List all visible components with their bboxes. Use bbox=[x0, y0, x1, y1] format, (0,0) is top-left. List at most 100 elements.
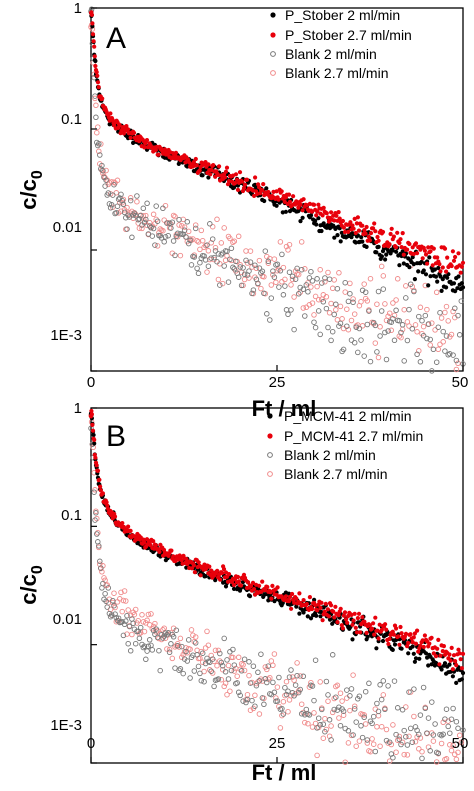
data-point bbox=[146, 219, 153, 226]
data-point bbox=[90, 24, 95, 29]
data-point bbox=[121, 588, 128, 594]
data-point bbox=[320, 618, 325, 623]
data-point bbox=[256, 678, 263, 684]
data-point bbox=[332, 235, 337, 240]
data-point bbox=[374, 700, 380, 707]
data-point bbox=[433, 759, 440, 765]
data-point bbox=[372, 748, 379, 755]
data-point bbox=[361, 712, 367, 718]
data-point bbox=[316, 216, 321, 221]
data-point bbox=[218, 240, 225, 246]
data-point bbox=[324, 211, 329, 216]
data-point bbox=[351, 706, 358, 712]
legend-marker bbox=[270, 70, 276, 76]
data-point bbox=[361, 281, 367, 287]
legend-marker bbox=[270, 32, 276, 38]
data-point bbox=[382, 301, 388, 307]
data-point bbox=[320, 213, 325, 218]
data-point bbox=[308, 284, 314, 290]
data-point bbox=[144, 138, 150, 143]
data-point bbox=[315, 308, 322, 314]
data-point bbox=[143, 216, 149, 223]
data-point bbox=[453, 254, 458, 260]
data-point bbox=[99, 569, 105, 575]
data-point bbox=[364, 224, 369, 230]
data-point bbox=[387, 636, 392, 642]
data-point bbox=[197, 670, 203, 677]
data-point bbox=[301, 598, 306, 603]
data-point bbox=[91, 489, 97, 495]
data-point bbox=[300, 673, 307, 680]
data-point bbox=[367, 748, 374, 755]
data-point bbox=[442, 246, 448, 251]
data-point bbox=[412, 322, 419, 328]
data-point bbox=[427, 255, 432, 260]
data-point bbox=[124, 226, 130, 232]
data-point bbox=[319, 600, 324, 605]
data-point bbox=[407, 265, 412, 270]
data-point bbox=[394, 249, 399, 254]
data-point bbox=[308, 268, 314, 275]
data-point bbox=[384, 252, 389, 257]
data-point bbox=[246, 659, 252, 665]
data-point bbox=[459, 264, 464, 269]
data-point bbox=[259, 268, 266, 275]
data-point bbox=[336, 210, 341, 215]
data-point bbox=[385, 328, 391, 334]
data-point bbox=[283, 594, 288, 599]
data-point bbox=[416, 649, 421, 654]
data-point bbox=[377, 682, 383, 688]
data-point bbox=[173, 233, 180, 240]
data-point bbox=[221, 263, 227, 269]
data-point bbox=[342, 229, 348, 235]
data-point bbox=[191, 252, 198, 258]
data-point bbox=[364, 244, 369, 249]
data-point bbox=[339, 698, 345, 704]
data-point bbox=[356, 228, 362, 233]
data-point bbox=[411, 251, 416, 257]
data-point bbox=[250, 287, 257, 293]
data-point bbox=[270, 583, 275, 589]
data-point bbox=[437, 262, 442, 267]
data-point bbox=[204, 628, 210, 635]
data-point bbox=[215, 568, 220, 573]
data-point bbox=[296, 205, 301, 210]
data-point bbox=[320, 735, 327, 741]
data-point bbox=[153, 626, 159, 632]
data-point bbox=[417, 304, 424, 311]
data-point bbox=[297, 673, 303, 679]
data-point bbox=[401, 751, 407, 758]
data-point bbox=[231, 266, 238, 272]
data-point bbox=[329, 210, 334, 215]
data-point bbox=[235, 274, 242, 280]
data-point bbox=[172, 644, 178, 650]
data-point bbox=[119, 608, 125, 615]
data-point bbox=[145, 643, 152, 650]
data-point bbox=[313, 218, 318, 223]
data-point bbox=[95, 468, 101, 473]
data-point bbox=[190, 632, 196, 638]
data-point bbox=[378, 696, 385, 703]
data-point bbox=[97, 152, 103, 158]
legend-marker bbox=[270, 51, 276, 57]
data-point bbox=[203, 574, 208, 579]
data-point bbox=[355, 349, 361, 356]
data-point bbox=[352, 611, 357, 616]
data-point bbox=[207, 667, 213, 673]
data-point bbox=[285, 247, 291, 253]
data-point bbox=[194, 163, 199, 168]
data-point bbox=[161, 633, 167, 639]
data-point bbox=[453, 756, 460, 763]
data-point bbox=[279, 712, 285, 719]
data-point bbox=[388, 327, 395, 334]
data-point bbox=[276, 197, 281, 202]
data-point bbox=[224, 165, 230, 170]
data-point bbox=[398, 237, 403, 242]
data-point bbox=[459, 677, 464, 682]
data-point bbox=[248, 583, 254, 589]
data-point bbox=[314, 613, 319, 618]
data-point bbox=[419, 748, 425, 755]
data-point bbox=[265, 584, 270, 590]
data-point bbox=[166, 646, 173, 653]
y-tick-label: 1 bbox=[74, 400, 82, 417]
